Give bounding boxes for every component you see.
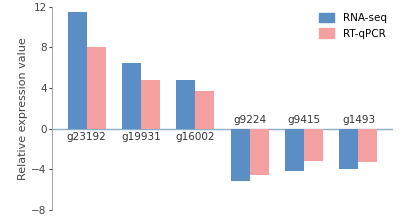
Bar <box>285 129 304 171</box>
Legend: RNA-seq, RT-qPCR: RNA-seq, RT-qPCR <box>315 9 391 43</box>
Text: g23192: g23192 <box>67 132 107 142</box>
Bar <box>122 63 141 129</box>
Bar <box>176 80 195 129</box>
Bar <box>339 129 358 169</box>
Bar <box>87 47 106 129</box>
Bar <box>250 129 269 175</box>
Bar <box>68 12 87 129</box>
Bar <box>304 129 323 161</box>
Text: g9415: g9415 <box>288 115 321 125</box>
Bar <box>195 91 215 129</box>
Text: g1493: g1493 <box>342 115 375 125</box>
Text: g19931: g19931 <box>121 132 161 142</box>
Y-axis label: Relative expression value: Relative expression value <box>18 37 28 180</box>
Bar <box>141 80 160 129</box>
Bar <box>231 129 250 181</box>
Text: g16002: g16002 <box>176 132 215 142</box>
Bar <box>358 129 377 162</box>
Text: g9224: g9224 <box>233 115 266 125</box>
